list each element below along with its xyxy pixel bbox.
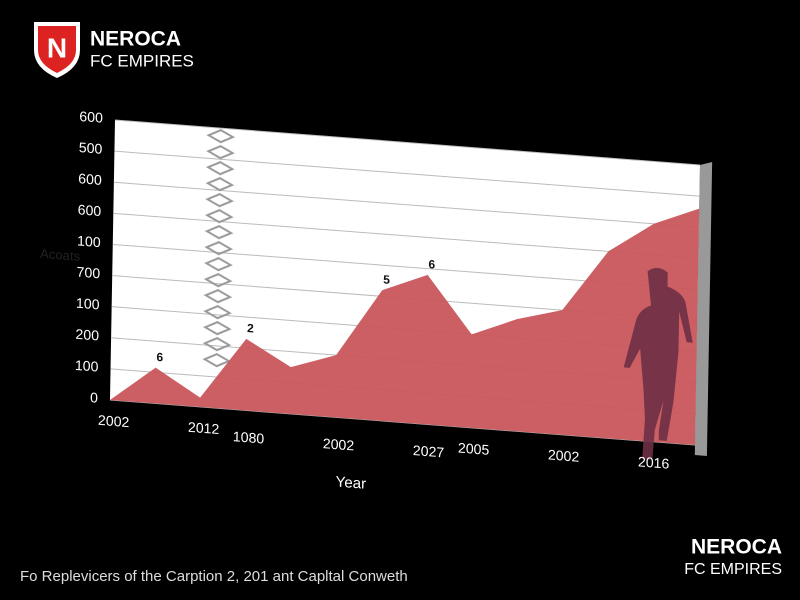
y-tick-label: 500 — [79, 139, 103, 157]
x-tick-label: 2002 — [548, 446, 580, 464]
point-annotation: 6 — [428, 257, 435, 271]
y-axis-label: Acoats — [40, 246, 81, 264]
x-tick-label: 2016 — [638, 453, 670, 471]
x-tick-label: 2012 — [188, 419, 220, 437]
y-tick-label: 600 — [78, 201, 102, 219]
logo-name: NEROCA — [90, 28, 181, 51]
y-tick-label: 100 — [77, 232, 101, 250]
logo-subtitle: FC EMPIRES — [684, 561, 782, 578]
point-annotation: 2 — [247, 321, 254, 335]
chain — [201, 126, 237, 370]
point-annotation: 5 — [383, 272, 390, 286]
caption: Fo Replevicers of the Carption 2, 201 an… — [20, 568, 408, 585]
area-layer: 6 2 5 6 — [109, 208, 700, 446]
y-tick-label: 100 — [76, 295, 100, 313]
x-tick-label: 2027 — [413, 442, 445, 460]
x-tick-label: 2002 — [323, 435, 355, 453]
shield-letter: N — [47, 32, 67, 63]
shield-inner — [38, 26, 76, 73]
y-tick-label: 200 — [75, 326, 99, 344]
header-logo: N NEROCA FC EMPIRES — [34, 22, 194, 78]
x-axis-label: Year — [335, 473, 366, 492]
x-tick-label: 2005 — [458, 440, 490, 458]
footer-logo: NEROCA FC EMPIRES — [684, 536, 782, 579]
area — [109, 208, 700, 446]
x-tick-label: 1080 — [233, 428, 265, 446]
logo-name: NEROCA — [691, 536, 782, 559]
y-tick-label: 0 — [90, 389, 98, 406]
x-tick-label: 2002 — [98, 412, 130, 430]
y-tick-label: 100 — [75, 357, 99, 375]
chain-decoration — [201, 126, 237, 370]
y-tick-label: 700 — [76, 264, 100, 282]
y-tick-label: 600 — [78, 170, 102, 188]
point-annotation: 6 — [156, 350, 163, 364]
chart-edge — [694, 161, 713, 456]
chart: 6 2 5 6 Acoats Year 0 100 200 100 700 100 600 600 5… — [40, 108, 713, 493]
logo-subtitle: FC EMPIRES — [90, 51, 194, 70]
player-silhouette — [623, 267, 693, 460]
y-tick-label: 600 — [79, 108, 103, 126]
